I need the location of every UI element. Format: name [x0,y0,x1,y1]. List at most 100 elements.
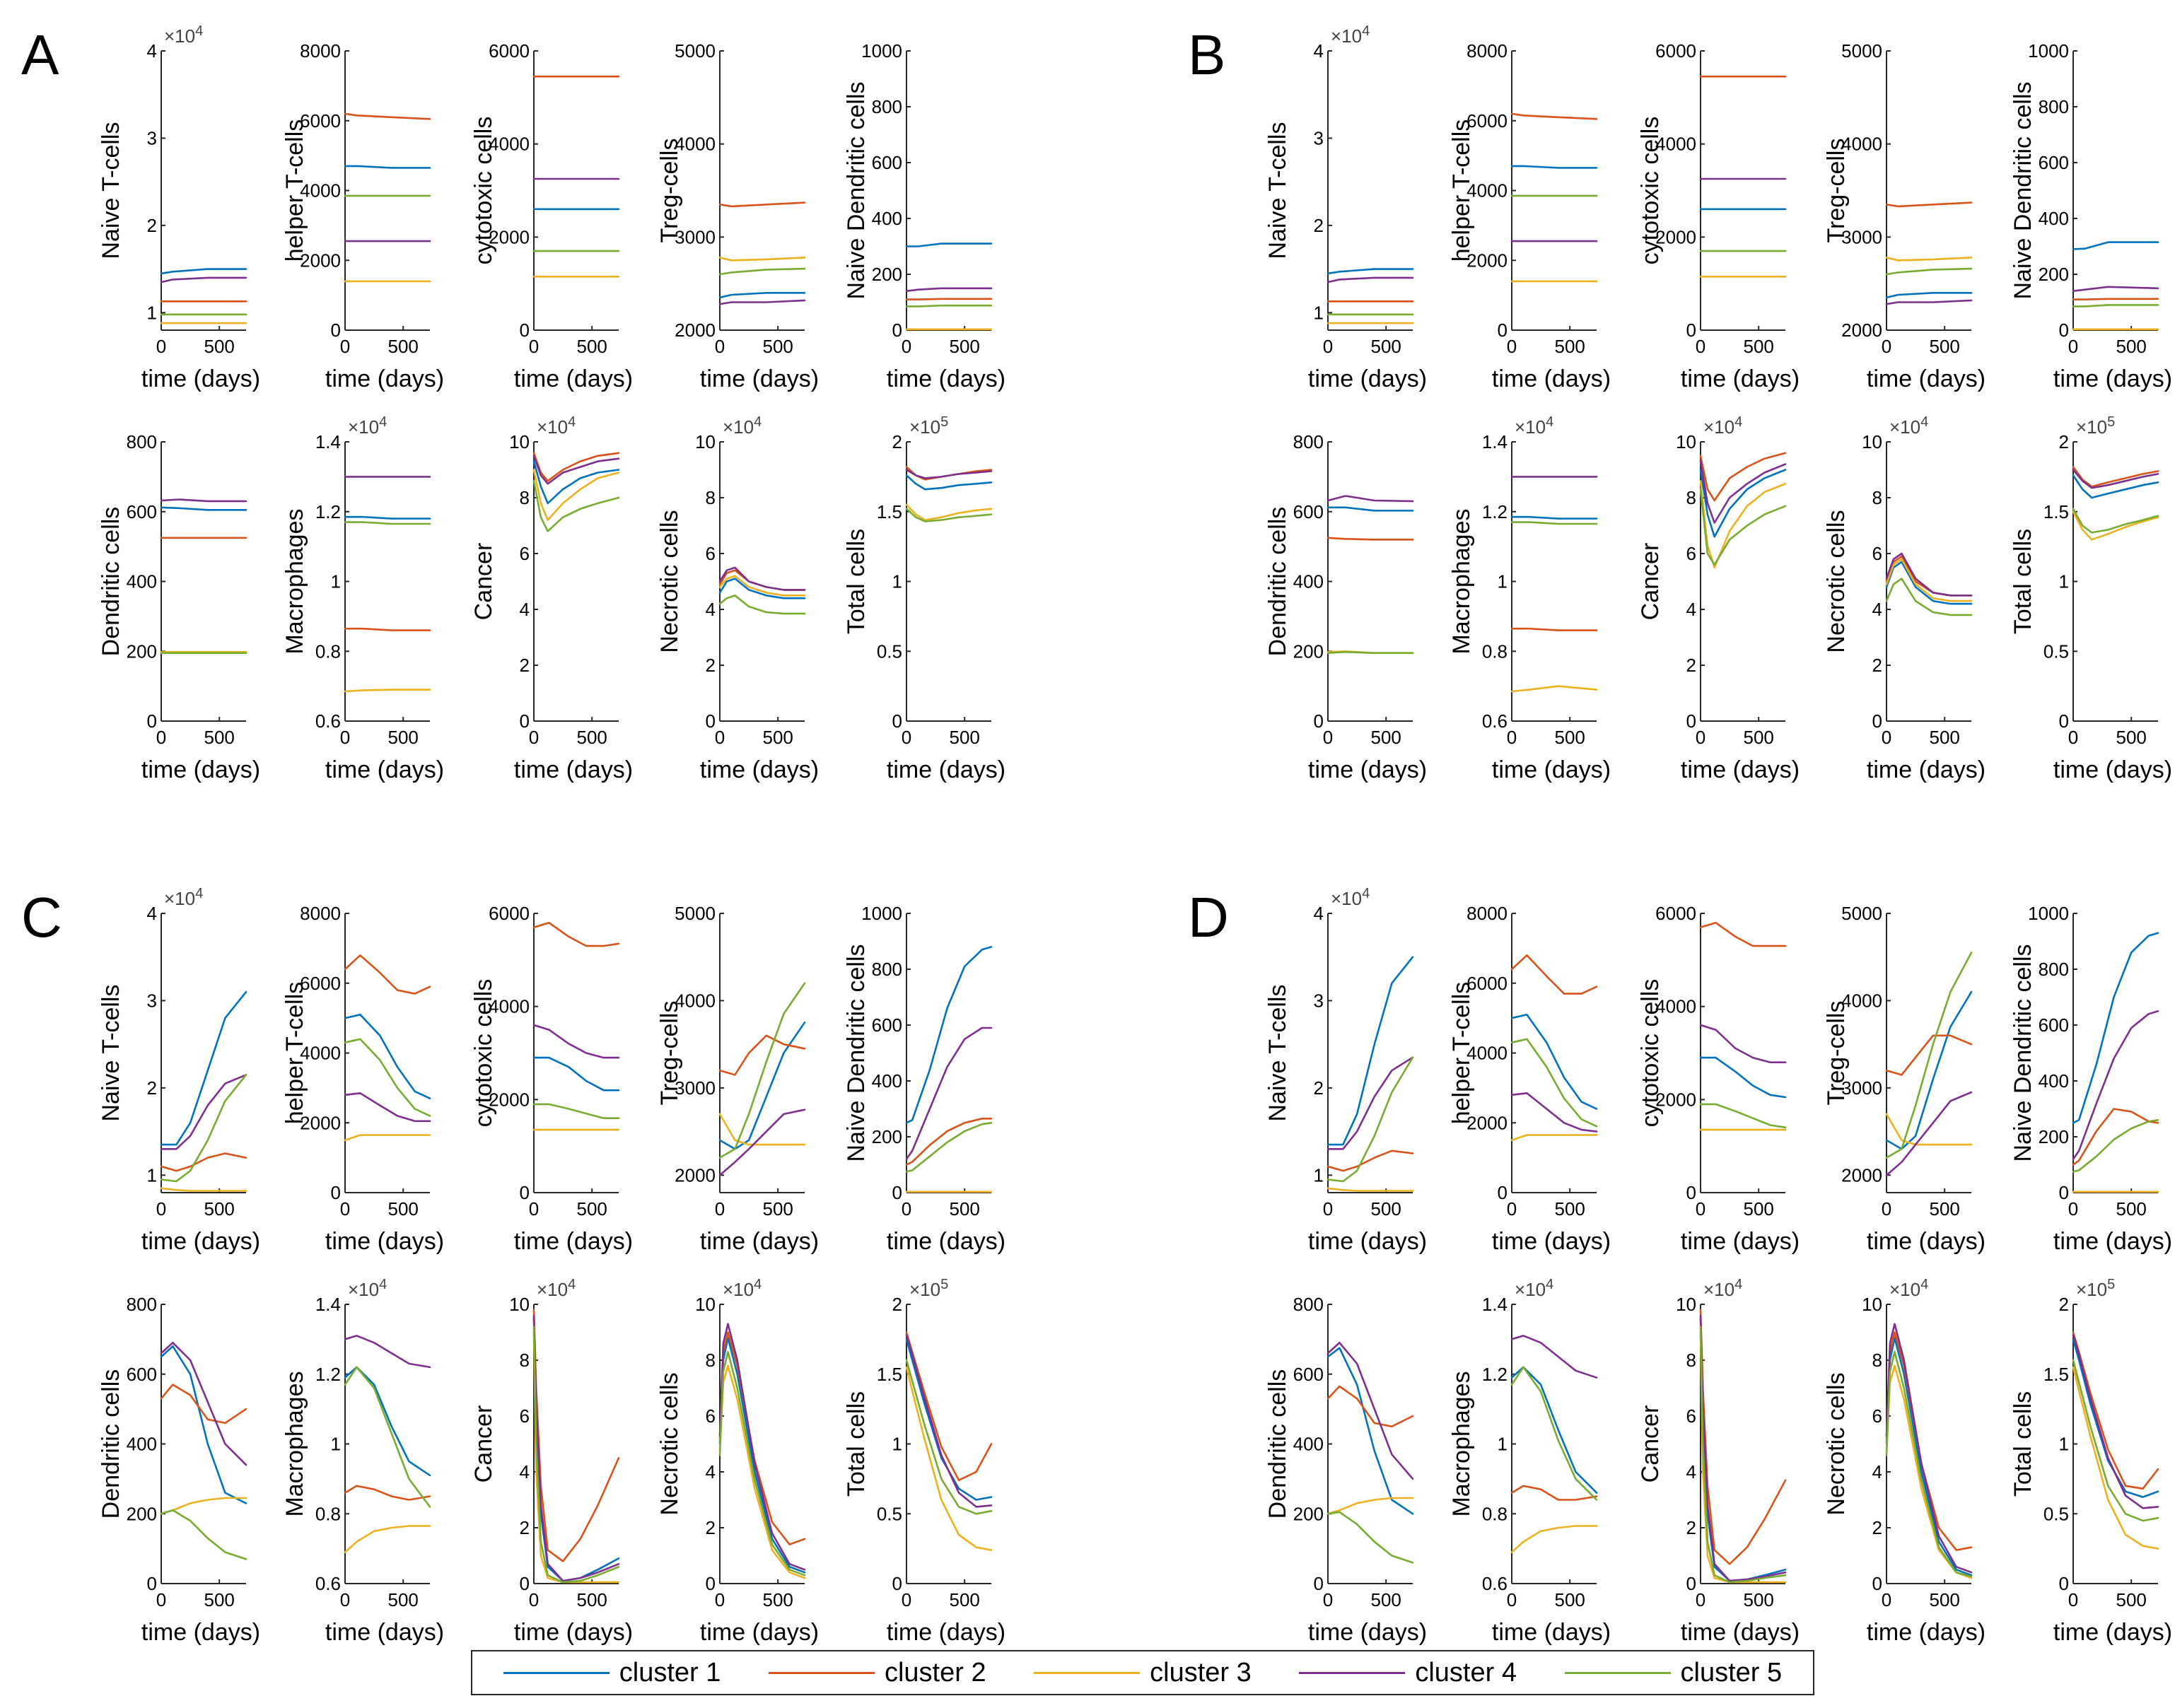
x-tick-label: 500 [1743,727,1773,748]
y-tick-label: 0.5 [2043,640,2069,662]
x-tick-label: 0 [1507,727,1517,748]
x-tick-label: 0 [1696,727,1705,748]
subplot-b-naive-t-cells: 1 2 3 4 0 500 ×104 time (days) Naive T-cells [1264,23,1427,392]
x-tick-label: 500 [1370,1198,1401,1219]
x-axis-label: time (days) [2053,1619,2172,1646]
y-tick-label: 2 [892,431,902,452]
series-line-cluster-2 [532,452,620,482]
y-tick-label: 2 [2059,431,2069,452]
y-tick-label: 1 [2059,1434,2069,1455]
series-line-cluster-3 [905,1366,993,1551]
axis-exponent: ×104 [1515,414,1553,438]
y-axis-label: Total cells [843,529,870,634]
subplot-d-macrophages: 0.6 0.8 1 1.2 1.4 0 500 ×104 time (days) Macropha… [1448,1277,1611,1646]
x-tick-label: 500 [949,336,979,357]
y-tick-label: 1.5 [877,501,902,522]
x-axis-label: time (days) [141,1228,260,1255]
y-tick-label: 400 [2039,1070,2069,1092]
series-line-cluster-4 [905,1026,993,1160]
axis-exponent: ×104 [1889,1277,1928,1300]
series-line-cluster-1 [2072,241,2159,250]
series-line-cluster-4 [905,287,993,293]
series-line-cluster-4 [2072,469,2159,489]
x-tick-label: 0 [1696,336,1705,357]
axis-exponent: ×104 [348,414,387,438]
series-line-cluster-4 [1510,1335,1598,1379]
series-line-cluster-5 [1699,1103,1787,1129]
y-axis-label: helper T-cells [281,982,308,1125]
series-line-cluster-1 [1326,268,1414,275]
axis-exponent: ×104 [537,1277,576,1300]
x-axis-label: time (days) [514,756,633,783]
x-tick-label: 500 [204,727,234,748]
y-tick-label: 800 [2039,959,2069,980]
subplot-d-total-cells: 0 0.5 1 1.5 2 0 500 ×105 time (days) Total cells [2010,1277,2172,1646]
y-axis-label: Treg-cells [1823,139,1850,243]
y-tick-label: 4000 [1841,134,1882,155]
y-tick-label: 200 [1293,1503,1324,1524]
series-line-cluster-2 [1699,1309,1787,1565]
panel-label-a: A [21,23,59,86]
series-line-cluster-4 [1885,299,1973,305]
y-tick-label: 800 [1293,431,1324,452]
x-tick-label: 500 [762,1589,793,1610]
y-tick-label: 4 [1686,1461,1696,1482]
series-line-cluster-1 [718,1022,806,1150]
series-line-cluster-5 [160,1509,247,1560]
y-tick-label: 2000 [1841,1164,1882,1186]
y-tick-label: 0.8 [315,1503,341,1524]
series-line-cluster-4 [1326,1056,1414,1150]
y-tick-label: 1.4 [1482,1294,1508,1315]
x-tick-label: 0 [1882,1198,1891,1219]
x-tick-label: 500 [387,727,418,748]
y-tick-label: 200 [2039,1126,2069,1147]
y-tick-label: 6000 [1466,973,1508,994]
y-tick-label: 0 [1686,1182,1696,1203]
y-tick-label: 0 [2059,320,2069,341]
x-axis-label: time (days) [1492,1619,1611,1646]
axis-exponent: ×104 [1515,1277,1553,1300]
series-line-cluster-4 [160,1342,247,1466]
series-line-cluster-5 [1885,952,1973,1159]
y-axis-label: Dendritic cells [1264,1369,1291,1519]
series-line-cluster-4 [1699,1314,1787,1582]
x-tick-label: 0 [529,1589,539,1610]
series-line-cluster-5 [1326,650,1414,655]
y-tick-label: 0.6 [315,1573,341,1594]
y-tick-label: 2000 [489,226,530,247]
y-tick-label: 0.8 [1482,640,1508,662]
axis-exponent: ×104 [537,414,576,438]
x-tick-label: 0 [340,727,350,748]
series-line-cluster-2 [718,1034,806,1076]
y-tick-label: 400 [1293,571,1324,592]
series-line-cluster-3 [532,469,620,521]
y-tick-label: 0 [1314,1573,1324,1594]
y-axis-label: cytotoxic cells [1637,117,1664,265]
axis-exponent: ×104 [723,414,762,438]
subplot-b-cancer: 0 2 4 6 8 10 0 500 ×104 time (days) Cancer [1637,414,1800,783]
x-axis-label: time (days) [514,1619,633,1646]
x-tick-label: 500 [1929,1198,1959,1219]
subplot-c-naive-dendritic-cells: 0 200 400 600 800 1000 0 500 time (days) Naive De… [843,903,1005,1255]
y-tick-label: 8000 [1466,903,1508,924]
series-line-cluster-3 [2072,1366,2159,1550]
y-tick-label: 8 [706,1350,716,1371]
y-tick-label: 8000 [1466,40,1508,62]
y-tick-label: 4 [147,40,157,62]
x-tick-label: 0 [1323,1198,1333,1219]
x-tick-label: 500 [1370,727,1401,748]
y-tick-label: 0 [147,710,157,732]
subplot-d-treg-cells: 2000 3000 4000 5000 0 500 time (days) Treg-cell… [1823,903,1986,1255]
series-line-cluster-3 [1885,558,1973,602]
series-line-cluster-5 [344,1366,431,1508]
x-axis-label: time (days) [2053,756,2172,783]
subplot-c-dendritic-cells: 0 200 400 600 800 0 500 time (days) Dendritic ce… [98,1294,260,1646]
series-line-cluster-5 [532,1326,620,1584]
y-tick-label: 10 [695,431,716,452]
y-axis-label: Treg-cells [656,1001,683,1106]
y-tick-label: 0 [1498,320,1508,341]
series-line-cluster-5 [905,1359,993,1515]
series-line-cluster-3 [905,503,993,521]
y-axis-label: Naive T-cells [1264,122,1291,259]
